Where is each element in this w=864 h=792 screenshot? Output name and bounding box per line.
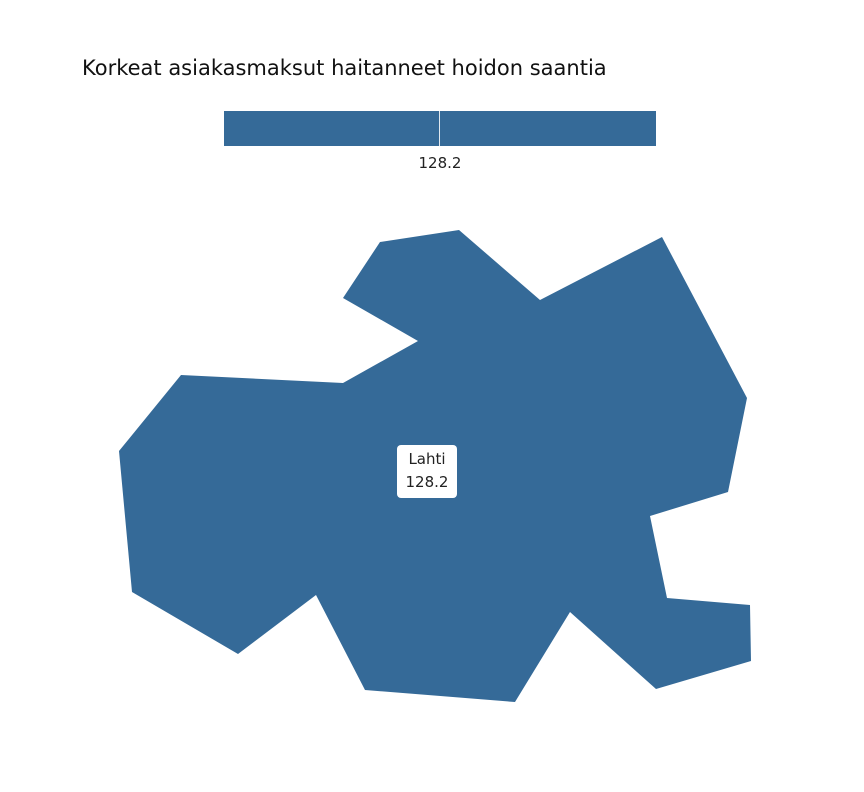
legend-tick — [439, 111, 440, 146]
region-value: 128.2 — [405, 473, 449, 491]
legend-value-label: 128.2 — [418, 154, 462, 172]
region-name: Lahti — [408, 450, 446, 468]
region-label-lahti: Lahti 128.2 — [397, 445, 457, 498]
color-legend: 128.2 — [224, 111, 656, 177]
chart-title: Korkeat asiakasmaksut haitanneet hoidon … — [82, 56, 607, 80]
legend-color-bar — [224, 111, 656, 146]
